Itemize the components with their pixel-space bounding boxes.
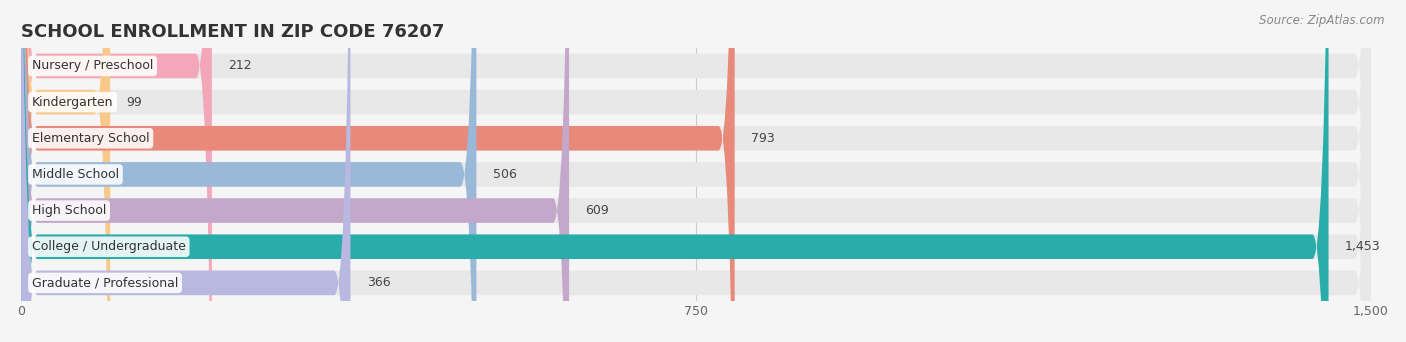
- FancyBboxPatch shape: [21, 0, 1329, 342]
- FancyBboxPatch shape: [21, 0, 350, 342]
- Text: Nursery / Preschool: Nursery / Preschool: [32, 60, 153, 73]
- FancyBboxPatch shape: [21, 0, 1371, 342]
- Text: Elementary School: Elementary School: [32, 132, 149, 145]
- FancyBboxPatch shape: [21, 0, 569, 342]
- FancyBboxPatch shape: [21, 0, 1371, 342]
- FancyBboxPatch shape: [21, 0, 1371, 342]
- Text: 1,453: 1,453: [1344, 240, 1381, 253]
- FancyBboxPatch shape: [21, 0, 1371, 342]
- Text: 609: 609: [585, 204, 609, 217]
- Text: 99: 99: [127, 96, 142, 109]
- Text: Kindergarten: Kindergarten: [32, 96, 114, 109]
- Text: College / Undergraduate: College / Undergraduate: [32, 240, 186, 253]
- FancyBboxPatch shape: [21, 0, 1371, 342]
- FancyBboxPatch shape: [21, 0, 110, 342]
- FancyBboxPatch shape: [21, 0, 735, 342]
- FancyBboxPatch shape: [21, 0, 1371, 342]
- Text: Middle School: Middle School: [32, 168, 120, 181]
- Text: 366: 366: [367, 276, 391, 289]
- Text: Graduate / Professional: Graduate / Professional: [32, 276, 179, 289]
- FancyBboxPatch shape: [21, 0, 1371, 342]
- FancyBboxPatch shape: [21, 0, 477, 342]
- Text: 212: 212: [228, 60, 252, 73]
- Text: 793: 793: [751, 132, 775, 145]
- Text: Source: ZipAtlas.com: Source: ZipAtlas.com: [1260, 14, 1385, 27]
- FancyBboxPatch shape: [21, 0, 212, 342]
- Text: 506: 506: [492, 168, 516, 181]
- Text: SCHOOL ENROLLMENT IN ZIP CODE 76207: SCHOOL ENROLLMENT IN ZIP CODE 76207: [21, 23, 444, 41]
- Text: High School: High School: [32, 204, 107, 217]
